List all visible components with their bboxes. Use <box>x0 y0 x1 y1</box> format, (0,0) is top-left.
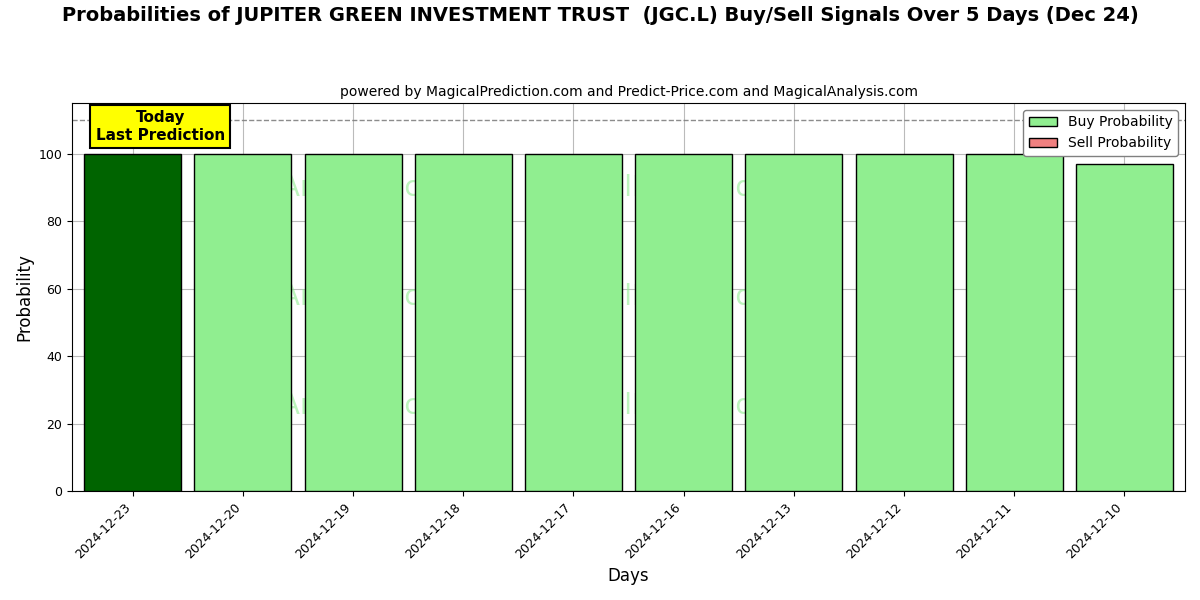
Text: calAnalysis.com  n   MagicalPrediction.com: calAnalysis.com n MagicalPrediction.com <box>241 283 838 311</box>
Bar <box>84 154 181 491</box>
Bar <box>305 154 402 491</box>
Bar <box>415 154 511 491</box>
Bar <box>966 154 1063 491</box>
Text: calAnalysis.com  n   MagicalPrediction.com: calAnalysis.com n MagicalPrediction.com <box>241 392 838 420</box>
Text: calAnalysis.com  n   MagicalPrediction.com: calAnalysis.com n MagicalPrediction.com <box>241 175 838 202</box>
Y-axis label: Probability: Probability <box>16 253 34 341</box>
Bar <box>745 154 842 491</box>
X-axis label: Days: Days <box>607 567 649 585</box>
Bar <box>194 154 292 491</box>
Title: powered by MagicalPrediction.com and Predict-Price.com and MagicalAnalysis.com: powered by MagicalPrediction.com and Pre… <box>340 85 918 99</box>
Text: Probabilities of JUPITER GREEN INVESTMENT TRUST  (JGC.L) Buy/Sell Signals Over 5: Probabilities of JUPITER GREEN INVESTMEN… <box>61 6 1139 25</box>
Bar <box>635 154 732 491</box>
Text: Today
Last Prediction: Today Last Prediction <box>96 110 224 143</box>
Bar <box>856 154 953 491</box>
Bar <box>526 154 622 491</box>
Legend: Buy Probability, Sell Probability: Buy Probability, Sell Probability <box>1024 110 1178 156</box>
Bar <box>1076 164 1172 491</box>
